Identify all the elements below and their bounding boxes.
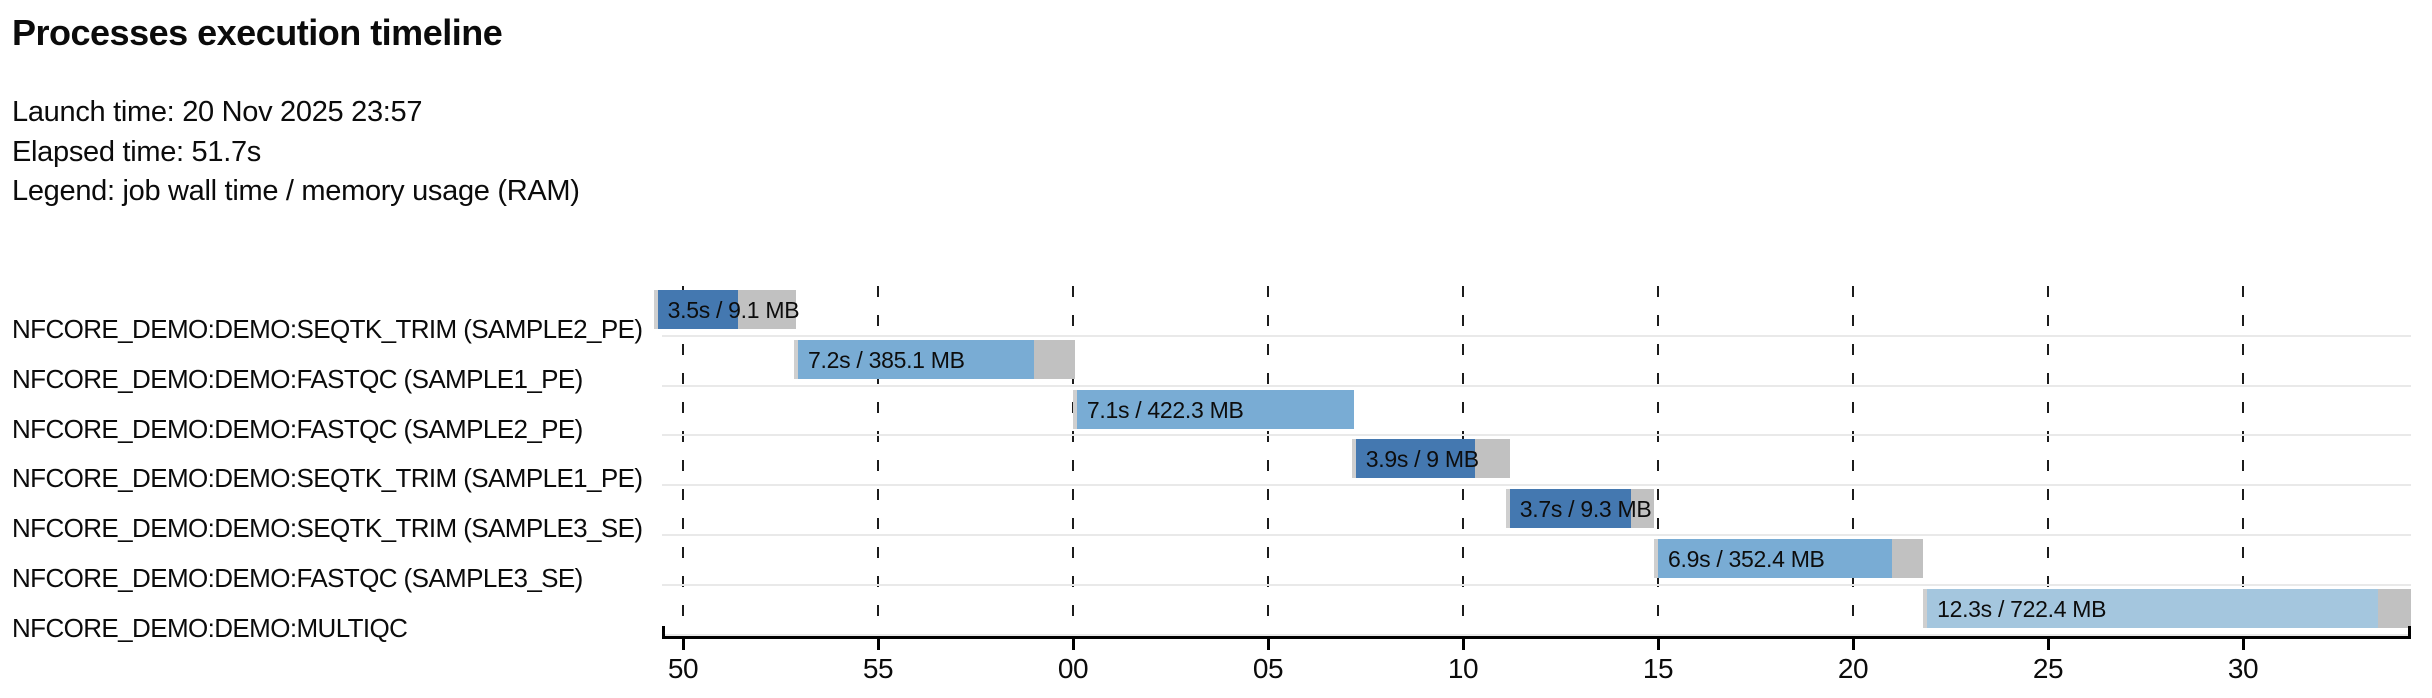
row-separator [662, 534, 2411, 537]
bar-run-segment [1355, 439, 1475, 479]
x-axis-tick [2046, 637, 2050, 650]
page-title: Processes execution timeline [12, 12, 503, 53]
process-label: NFCORE_DEMO:DEMO:FASTQC (SAMPLE3_SE) [12, 563, 583, 594]
axis-gridline [2047, 286, 2049, 637]
task-bar-label: 7.1s / 422.3 MB [1086, 396, 1244, 423]
x-axis-tick [2241, 637, 2245, 650]
row-separator [662, 384, 2411, 387]
bar-run-segment [1658, 539, 1892, 579]
process-label: NFCORE_DEMO:DEMO:FASTQC (SAMPLE1_PE) [12, 363, 583, 394]
elapsed-time-text: Elapsed time: 51.7s [12, 136, 261, 168]
task-bar-label: 12.3s / 722.4 MB [1937, 595, 2107, 622]
bar-tail-segment [737, 290, 797, 329]
task-bar[interactable]: 7.1s / 422.3 MB [1072, 389, 1354, 429]
task-bar[interactable]: 6.9s / 352.4 MB [1654, 539, 1924, 579]
x-axis-tick-label: 25 [2032, 653, 2064, 684]
bar-pending-segment [1351, 439, 1356, 479]
row-separator [662, 434, 2411, 437]
bar-tail-segment [1892, 539, 1924, 579]
axis-gridline [877, 286, 879, 637]
row-separator [662, 484, 2411, 487]
task-bar[interactable]: 3.5s / 9.1 MB [653, 290, 800, 329]
row-separator [662, 633, 2411, 636]
process-label: NFCORE_DEMO:DEMO:MULTIQC [12, 612, 408, 643]
bar-pending-segment [653, 290, 658, 329]
bar-tail-segment [2377, 588, 2411, 628]
task-bar[interactable]: 3.7s / 9.3 MB [1505, 489, 1655, 529]
bar-pending-segment [1654, 539, 1658, 579]
x-axis-right-cap [2408, 626, 2411, 639]
bar-tail-segment [1033, 339, 1075, 379]
task-bar-label: 6.9s / 352.4 MB [1668, 546, 1825, 573]
axis-gridline [682, 286, 684, 637]
process-label: NFCORE_DEMO:DEMO:SEQTK_TRIM (SAMPLE1_PE) [12, 463, 643, 494]
bar-tail-segment [1474, 439, 1510, 479]
bar-pending-segment [1505, 489, 1510, 529]
bar-pending-segment [1923, 588, 1928, 628]
axis-gridline [1267, 286, 1269, 637]
bar-run-segment [657, 290, 738, 329]
axis-gridline [2242, 286, 2244, 637]
row-separator [662, 334, 2411, 337]
x-axis-tick-label: 30 [2227, 653, 2259, 684]
legend-text: Legend: job wall time / memory usage (RA… [12, 175, 580, 207]
axis-gridline [1657, 286, 1659, 637]
process-label: NFCORE_DEMO:DEMO:SEQTK_TRIM (SAMPLE2_PE) [12, 314, 643, 344]
task-bar[interactable]: 12.3s / 722.4 MB [1923, 588, 2411, 628]
bar-run-segment [1927, 588, 2378, 628]
task-bar-label: 3.7s / 9.3 MB [1519, 496, 1652, 523]
x-axis-tick [1461, 637, 1465, 650]
x-axis-line [662, 636, 2411, 639]
process-label: NFCORE_DEMO:DEMO:SEQTK_TRIM (SAMPLE3_SE) [12, 513, 643, 544]
x-axis-tick-label: 15 [1642, 653, 1674, 684]
task-bar-label: 3.5s / 9.1 MB [667, 297, 800, 323]
task-bar-label: 3.9s / 9 MB [1365, 446, 1479, 473]
bar-pending-segment [794, 339, 799, 379]
bar-run-segment [798, 339, 1034, 379]
bar-run-segment [1509, 489, 1631, 529]
x-axis-tick-label: 10 [1447, 653, 1479, 684]
task-bar[interactable]: 7.2s / 385.1 MB [794, 339, 1075, 379]
x-axis-tick-label: 55 [862, 653, 894, 684]
task-bar-label: 7.2s / 385.1 MB [808, 346, 965, 373]
x-axis-tick [1266, 637, 1270, 650]
x-axis-tick [1851, 637, 1855, 650]
x-axis-tick [876, 637, 880, 650]
bar-pending-segment [1072, 389, 1077, 429]
x-axis-tick-label: 20 [1837, 653, 1869, 684]
bar-run-segment [1076, 389, 1354, 429]
x-axis-tick-label: 05 [1252, 653, 1284, 684]
bar-tail-segment [1630, 489, 1655, 529]
process-label: NFCORE_DEMO:DEMO:FASTQC (SAMPLE2_PE) [12, 413, 583, 444]
x-axis-tick [681, 637, 685, 650]
x-axis-tick [1656, 637, 1660, 650]
row-separator [662, 583, 2411, 586]
launch-time-text: Launch time: 20 Nov 2025 23:57 [12, 96, 423, 128]
axis-gridline [1852, 286, 1854, 637]
x-axis-tick [1071, 637, 1075, 650]
task-bar[interactable]: 3.9s / 9 MB [1351, 439, 1510, 479]
x-axis-tick-label: 00 [1057, 653, 1089, 684]
axis-gridline [1072, 286, 1074, 637]
x-axis-left-cap [662, 626, 665, 639]
x-axis-tick-label: 50 [667, 653, 699, 684]
